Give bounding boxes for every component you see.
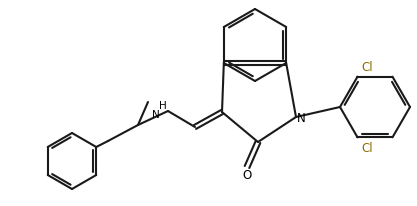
- Text: Cl: Cl: [362, 61, 373, 74]
- Text: H: H: [159, 101, 167, 110]
- Text: Cl: Cl: [362, 141, 373, 154]
- Text: N: N: [296, 112, 305, 125]
- Text: O: O: [242, 169, 251, 182]
- Text: N: N: [152, 109, 160, 119]
